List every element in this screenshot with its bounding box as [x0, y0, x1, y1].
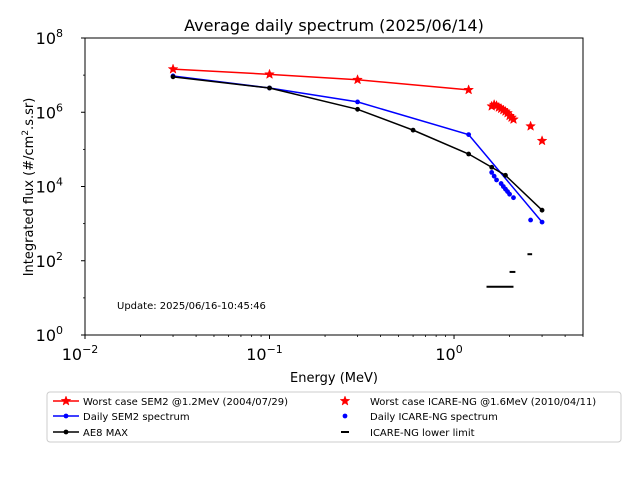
y-tick-label: 106	[36, 101, 63, 122]
y-axis-label: Integrated flux (#/cm2.s.sr)	[21, 98, 37, 277]
data-point	[539, 207, 545, 213]
data-point	[494, 177, 499, 183]
data-point	[491, 173, 497, 179]
data-point	[355, 99, 360, 105]
data-point	[466, 132, 472, 138]
data-point	[267, 85, 272, 91]
data-point	[528, 217, 533, 223]
data-point	[511, 195, 516, 201]
y-tick-base: 10	[36, 252, 56, 271]
x-tick-label: 100	[435, 343, 462, 364]
data-point	[352, 74, 363, 85]
legend-frame	[46, 391, 622, 443]
data-point	[466, 151, 472, 157]
legend-label: Daily SEM2 spectrum	[83, 412, 190, 423]
x-tick-base: 10	[435, 345, 455, 364]
y-tick-label: 100	[36, 324, 63, 345]
y-tick-base: 10	[36, 326, 56, 345]
legend: Worst case SEM2 @1.2MeV (2004/07/29) Dail…	[46, 391, 622, 443]
legend-entry: ICARE-NG lower limit	[341, 428, 475, 439]
y-tick-label: 104	[36, 176, 63, 197]
y-axis-label-tail: .s.sr)	[22, 98, 37, 130]
y-tick-exp: 6	[56, 101, 63, 114]
y-tick-label: 102	[36, 250, 63, 271]
x-tick-label: 10−1	[246, 343, 283, 364]
y-tick-exp: 2	[56, 250, 63, 263]
data-point	[539, 219, 545, 225]
data-point	[489, 164, 495, 170]
legend-label: Daily ICARE-NG spectrum	[370, 412, 498, 423]
series-1	[170, 73, 545, 225]
data-point	[167, 63, 179, 74]
series-5	[486, 253, 533, 288]
series-line	[172, 76, 543, 211]
chart-title: Average daily spectrum (2025/06/14)	[184, 16, 484, 35]
x-axis: 10−2 10−1 100	[62, 335, 584, 364]
data-point	[463, 84, 475, 95]
legend-label: Worst case SEM2 @1.2MeV (2004/07/29)	[83, 397, 288, 408]
legend-marker	[60, 395, 72, 406]
data-point	[507, 191, 512, 197]
x-tick-base: 10	[246, 345, 266, 364]
legend-marker	[63, 429, 69, 435]
series-0	[167, 63, 475, 95]
y-tick-exp: 4	[56, 176, 63, 189]
y-tick-exp: 8	[56, 27, 63, 40]
data-point	[503, 172, 508, 178]
plot-area	[167, 63, 548, 288]
data-point	[410, 127, 416, 133]
series-4	[489, 169, 533, 223]
x-tick-exp: 0	[456, 343, 463, 356]
y-axis-label-sup: 2	[21, 130, 31, 136]
y-tick-base: 10	[36, 178, 56, 197]
y-tick-base: 10	[36, 103, 56, 122]
x-axis-label: Energy (MeV)	[290, 371, 378, 386]
legend-entry: Daily SEM2 spectrum	[53, 412, 190, 423]
x-tick-label: 10−2	[62, 343, 99, 364]
plot-frame	[84, 37, 584, 336]
data-point	[170, 74, 176, 80]
x-tick-base: 10	[62, 345, 82, 364]
legend-entry: Daily ICARE-NG spectrum	[342, 412, 498, 423]
update-annotation: Update: 2025/06/16-10:45:46	[117, 301, 266, 312]
data-point	[536, 135, 548, 146]
legend-entry: Worst case SEM2 @1.2MeV (2004/07/29)	[53, 395, 288, 408]
y-axis-label-main: Integrated flux (#/cm	[22, 136, 37, 277]
data-point	[525, 120, 537, 131]
legend-label: AE8 MAX	[83, 428, 128, 439]
y-tick-exp: 0	[56, 324, 63, 337]
data-point	[489, 169, 495, 175]
legend-entry: AE8 MAX	[53, 428, 128, 439]
series-line	[172, 68, 469, 91]
legend-marker	[342, 413, 348, 419]
data-point	[264, 68, 275, 79]
x-tick-exp: −1	[267, 343, 283, 356]
series-2	[170, 74, 545, 213]
series-line	[172, 75, 543, 223]
legend-marker	[339, 395, 351, 406]
legend-marker	[63, 413, 69, 419]
legend-entry: Worst case ICARE-NG @1.6MeV (2010/04/11)	[339, 395, 596, 408]
y-tick-base: 10	[36, 29, 56, 48]
legend-label: ICARE-NG lower limit	[370, 428, 475, 439]
x-tick-exp: −2	[82, 343, 98, 356]
legend-label: Worst case ICARE-NG @1.6MeV (2010/04/11)	[370, 397, 596, 408]
series-3	[486, 98, 548, 146]
y-tick-label: 108	[36, 27, 63, 48]
data-point	[355, 106, 360, 112]
data-point	[508, 113, 519, 125]
